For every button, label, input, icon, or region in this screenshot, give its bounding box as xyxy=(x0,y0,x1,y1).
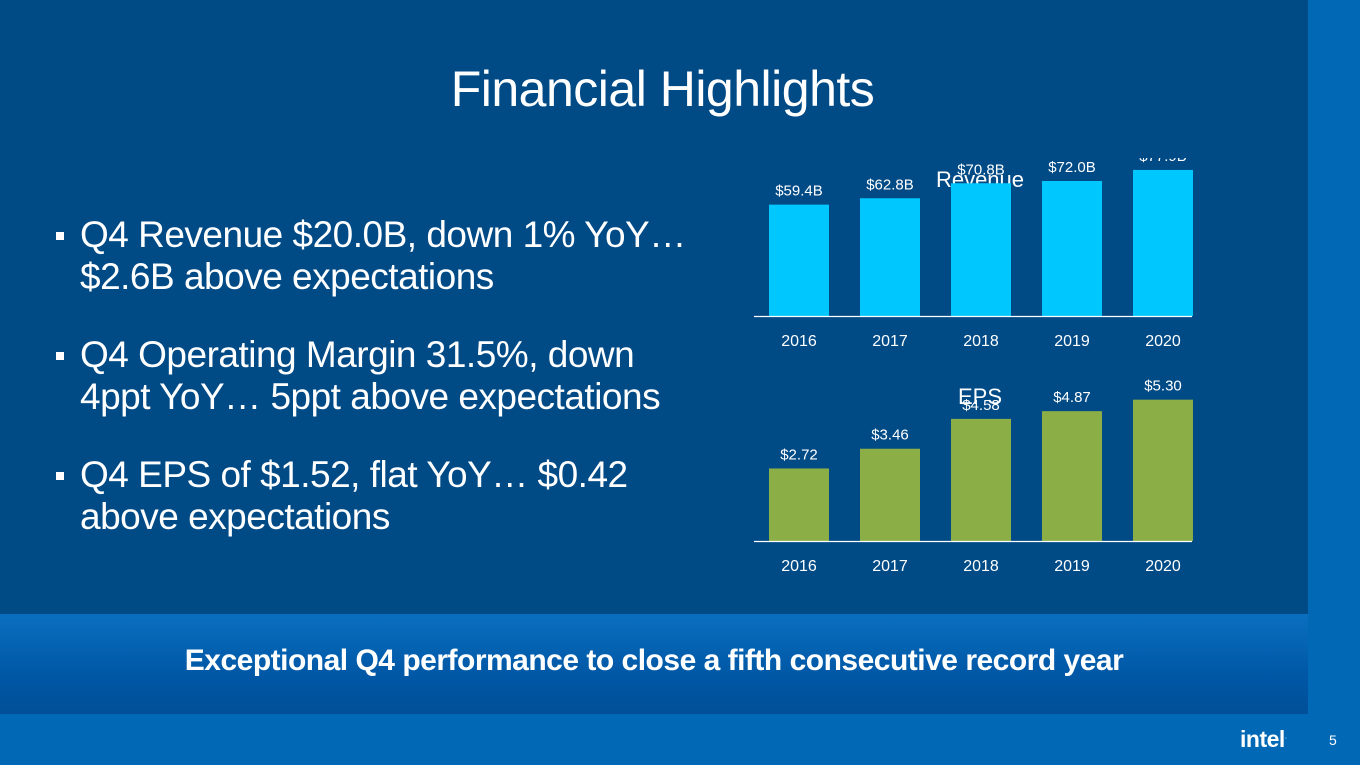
data-label: $2.72 xyxy=(780,446,818,463)
bar-eps-2020 xyxy=(1133,399,1193,541)
category-label: 2017 xyxy=(872,558,908,575)
data-label: $4.87 xyxy=(1053,389,1091,406)
category-label: 2020 xyxy=(1145,558,1181,575)
category-label: 2018 xyxy=(963,558,999,575)
bullet-text: Q4 Revenue $20.0B, down 1% YoY… $2.6B abo… xyxy=(80,214,686,297)
bullet-text: Q4 EPS of $1.52, flat YoY… $0.42 above ex… xyxy=(80,454,628,537)
category-label: 2018 xyxy=(963,333,999,350)
data-label: $4.58 xyxy=(962,397,1000,414)
page-number: 5 xyxy=(1329,732,1337,748)
category-label: 2017 xyxy=(872,333,908,350)
slide-title: Financial Highlights xyxy=(450,61,875,117)
banner: Exceptional Q4 performance to close a fi… xyxy=(0,614,1308,714)
category-label: 2016 xyxy=(781,333,817,350)
logo-mark: . xyxy=(1284,731,1287,741)
bullet-square-icon xyxy=(56,232,64,240)
charts-area: Revenue$59.4B2016$62.8B2017$70.8B2018$72… xyxy=(754,158,1193,575)
data-label: $77.9B xyxy=(1139,158,1187,165)
right-accent-strip xyxy=(1308,0,1360,765)
data-label: $62.8B xyxy=(866,176,914,193)
bar-eps-2019 xyxy=(1042,411,1102,541)
bullet-item: Q4 Operating Margin 31.5%, down 4ppt YoY…… xyxy=(56,334,706,418)
intel-logo: intel. xyxy=(1240,726,1287,753)
bullet-text: Q4 Operating Margin 31.5%, down 4ppt YoY…… xyxy=(80,334,661,417)
category-label: 2019 xyxy=(1054,333,1090,350)
bar-revenue-2017 xyxy=(860,198,920,316)
bullet-item: Q4 Revenue $20.0B, down 1% YoY… $2.6B abo… xyxy=(56,214,706,298)
bar-eps-2017 xyxy=(860,448,920,541)
bar-revenue-2016 xyxy=(769,204,829,316)
bar-eps-2016 xyxy=(769,468,829,541)
category-label: 2016 xyxy=(781,558,817,575)
bullet-list: Q4 Revenue $20.0B, down 1% YoY… $2.6B abo… xyxy=(56,214,706,574)
data-label: $70.8B xyxy=(957,161,1005,178)
logo-text: intel xyxy=(1240,726,1285,752)
data-label: $5.30 xyxy=(1144,378,1182,395)
banner-text: Exceptional Q4 performance to close a fi… xyxy=(184,644,1124,677)
bullet-square-icon xyxy=(56,472,64,480)
data-label: $59.4B xyxy=(775,183,823,200)
bullet-square-icon xyxy=(56,352,64,360)
bar-revenue-2018 xyxy=(951,183,1011,316)
bar-eps-2018 xyxy=(951,418,1011,541)
bar-revenue-2019 xyxy=(1042,181,1102,316)
category-label: 2020 xyxy=(1145,333,1181,350)
category-label: 2019 xyxy=(1054,558,1090,575)
chart-title: EPS xyxy=(958,384,1002,409)
data-label: $3.46 xyxy=(871,427,909,444)
data-label: $72.0B xyxy=(1048,159,1096,176)
bar-revenue-2020 xyxy=(1133,169,1193,316)
bullet-item: Q4 EPS of $1.52, flat YoY… $0.42 above ex… xyxy=(56,454,706,538)
